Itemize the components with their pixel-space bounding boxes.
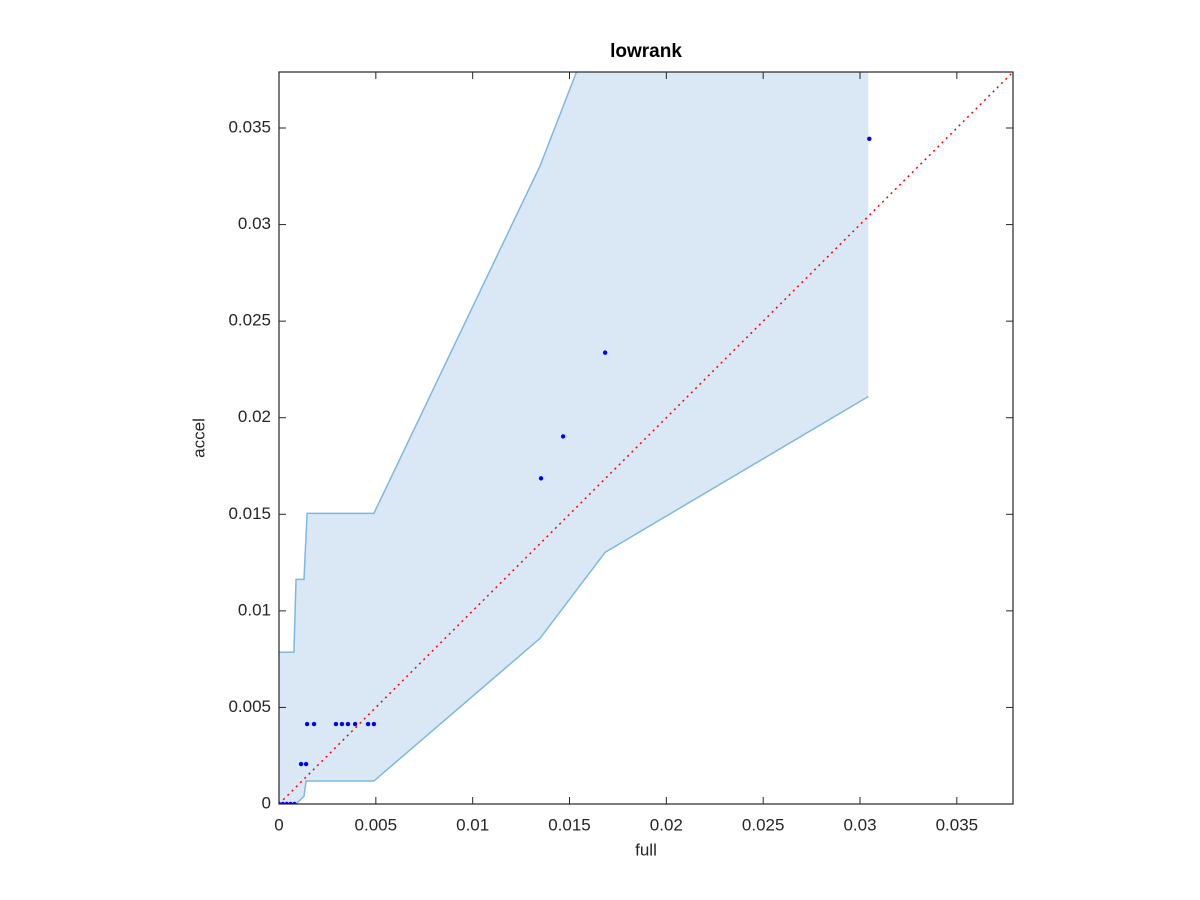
x-tick-label: 0.025 (742, 815, 785, 834)
y-tick-label: 0.035 (228, 117, 271, 136)
plot-area (279, 72, 1013, 804)
x-tick-label: 0 (274, 815, 283, 834)
data-point (352, 721, 358, 727)
y-tick-label: 0.025 (228, 311, 271, 330)
data-point (365, 721, 371, 727)
chart-title: lowrank (610, 41, 682, 62)
x-tick-label: 0.015 (548, 815, 591, 834)
x-axis-label: full (635, 840, 657, 859)
data-point (298, 761, 304, 767)
band-upper-line (279, 72, 578, 653)
data-point (304, 721, 310, 727)
confidence-band (279, 72, 869, 804)
y-tick-label: 0.02 (238, 407, 271, 426)
data-point (333, 721, 339, 727)
data-point (560, 434, 566, 439)
x-tick-label: 0.005 (355, 815, 398, 834)
data-point (345, 721, 351, 727)
data-point (538, 476, 544, 481)
data-point (311, 721, 317, 727)
data-point (371, 721, 377, 727)
data-point (602, 350, 608, 355)
data-point (303, 761, 309, 767)
x-tick-label: 0.02 (650, 815, 683, 834)
y-axis-label: accel (189, 418, 208, 458)
y-tick-label: 0 (262, 793, 271, 812)
y-tick-label: 0.005 (228, 697, 271, 716)
data-point (339, 721, 345, 727)
band-lower-line (279, 395, 869, 804)
y-tick-label: 0.01 (238, 600, 271, 619)
x-tick-label: 0.035 (936, 815, 979, 834)
axes-box (278, 71, 1014, 805)
x-tick-label: 0.01 (456, 815, 489, 834)
y-tick-label: 0.03 (238, 214, 271, 233)
data-point (867, 136, 872, 142)
y-tick-label: 0.015 (228, 504, 271, 523)
x-tick-label: 0.03 (843, 815, 876, 834)
axes: 0 0.005 0.01 0.015 0.02 0.025 0.03 0.035 0 0.005 0… (228, 71, 1014, 834)
